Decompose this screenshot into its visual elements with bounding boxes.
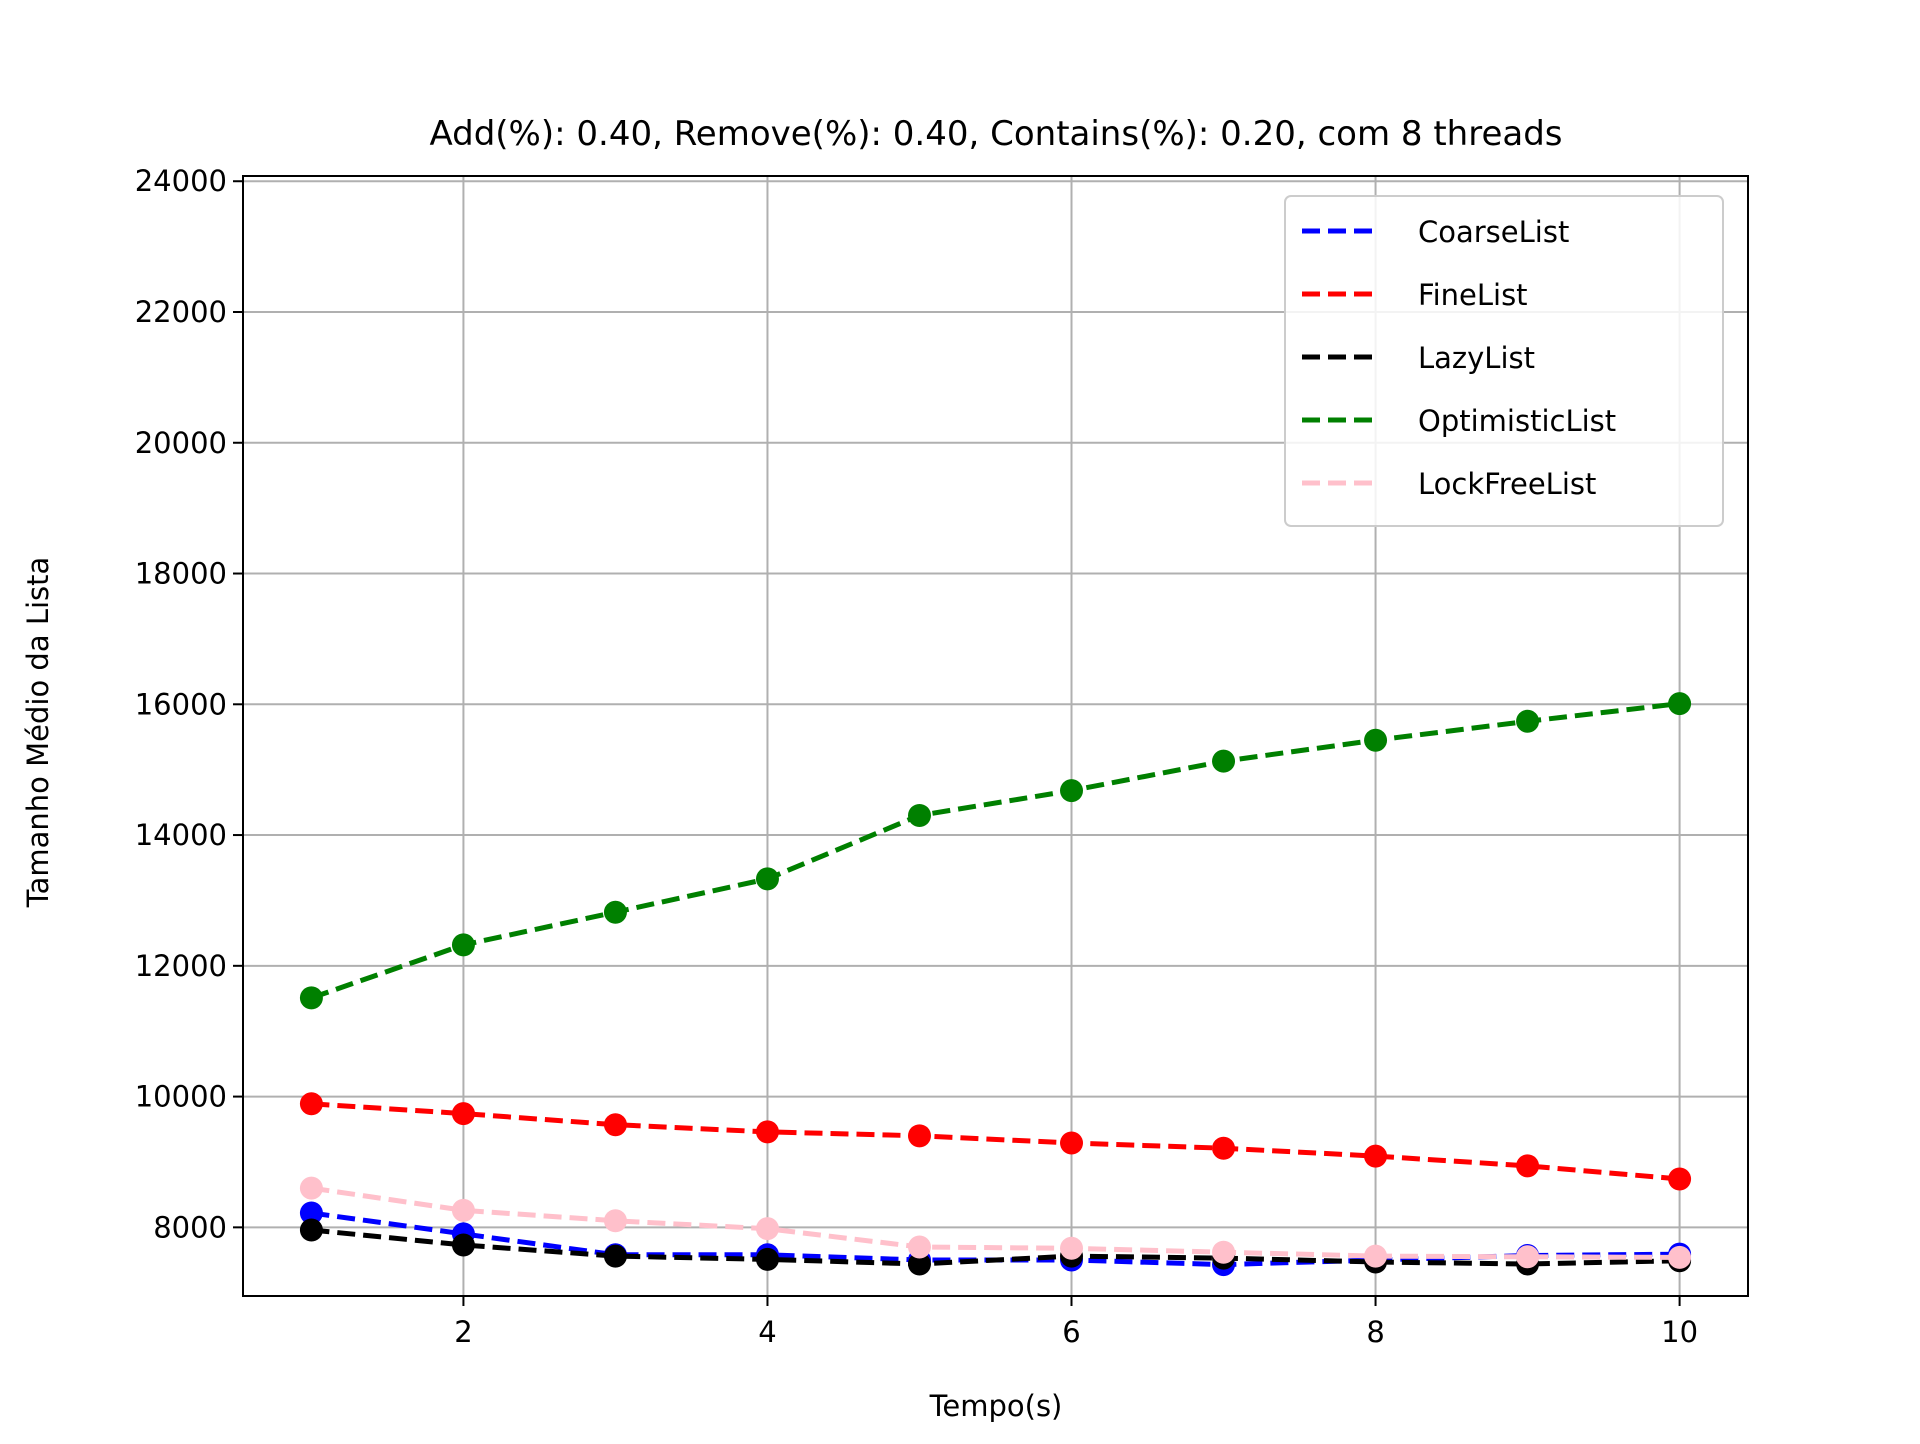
data-point-finelist — [300, 1092, 323, 1115]
legend-label-optimisticlist: OptimisticList — [1418, 404, 1616, 438]
data-point-optimisticlist — [756, 867, 779, 890]
data-point-finelist — [604, 1113, 627, 1136]
data-point-optimisticlist — [1364, 729, 1387, 752]
data-point-finelist — [1060, 1132, 1083, 1155]
x-tick-label: 8 — [1366, 1315, 1384, 1349]
data-point-lockfreelist — [452, 1199, 475, 1222]
data-point-optimisticlist — [300, 986, 323, 1009]
data-point-lockfreelist — [756, 1217, 779, 1240]
data-point-optimisticlist — [604, 901, 627, 924]
data-point-finelist — [452, 1102, 475, 1125]
legend-label-coarselist: CoarseList — [1418, 215, 1569, 249]
data-point-finelist — [1668, 1167, 1691, 1190]
data-point-finelist — [756, 1120, 779, 1143]
data-point-optimisticlist — [452, 933, 475, 956]
data-point-lockfreelist — [1212, 1241, 1235, 1264]
y-tick-label: 12000 — [135, 949, 227, 983]
data-point-lazylist — [604, 1245, 627, 1268]
data-point-optimisticlist — [908, 804, 931, 827]
chart-title: Add(%): 0.40, Remove(%): 0.40, Contains(… — [429, 114, 1562, 154]
data-point-finelist — [908, 1124, 931, 1147]
y-tick-label: 22000 — [135, 295, 227, 329]
y-tick-label: 24000 — [135, 164, 227, 198]
x-tick-label: 4 — [758, 1315, 776, 1349]
data-point-finelist — [1212, 1137, 1235, 1160]
data-point-lockfreelist — [1516, 1245, 1539, 1268]
legend-label-lockfreelist: LockFreeList — [1418, 467, 1596, 501]
data-point-lazylist — [452, 1234, 475, 1257]
y-tick-label: 18000 — [135, 557, 227, 591]
y-axis-label: Tamanho Médio da Lista — [21, 557, 55, 909]
x-tick-label: 10 — [1661, 1315, 1698, 1349]
y-tick-label: 20000 — [135, 426, 227, 460]
y-tick-label: 16000 — [135, 687, 227, 721]
data-point-lockfreelist — [1060, 1237, 1083, 1260]
data-point-lockfreelist — [604, 1209, 627, 1232]
y-tick-label: 14000 — [135, 818, 227, 852]
data-point-lockfreelist — [300, 1177, 323, 1200]
legend: CoarseList FineList LazyList OptimisticList… — [1285, 196, 1723, 526]
x-tick-label: 2 — [454, 1315, 472, 1349]
legend-label-finelist: FineList — [1418, 278, 1528, 312]
x-axis-label: Tempo(s) — [929, 1389, 1063, 1423]
x-tick-label: 6 — [1062, 1315, 1080, 1349]
data-point-finelist — [1516, 1154, 1539, 1177]
data-point-lazylist — [300, 1218, 323, 1241]
data-point-lockfreelist — [1668, 1246, 1691, 1269]
data-point-lazylist — [756, 1248, 779, 1271]
y-tick-label: 8000 — [153, 1210, 227, 1244]
y-tick-label: 10000 — [135, 1080, 227, 1114]
data-point-optimisticlist — [1516, 710, 1539, 733]
data-point-optimisticlist — [1668, 692, 1691, 715]
data-point-finelist — [1364, 1145, 1387, 1168]
data-point-lockfreelist — [908, 1235, 931, 1258]
data-point-lockfreelist — [1364, 1245, 1387, 1268]
legend-label-lazylist: LazyList — [1418, 341, 1535, 375]
data-point-optimisticlist — [1212, 750, 1235, 773]
data-point-optimisticlist — [1060, 779, 1083, 802]
